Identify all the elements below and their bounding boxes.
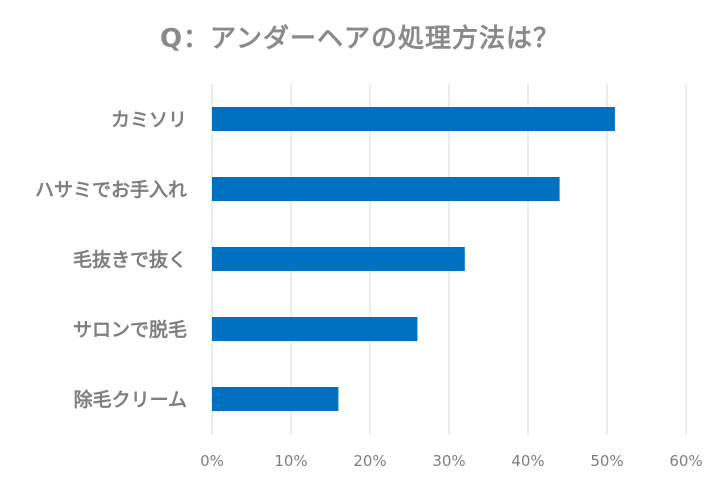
category-label: 毛抜きで抜く — [73, 248, 187, 271]
x-tick-label: 0% — [200, 452, 224, 470]
chart-title: Q：アンダーヘアの処理方法は？ — [159, 24, 561, 54]
category-label: カミソリ — [111, 109, 187, 131]
x-tick-label: 40% — [511, 452, 544, 470]
x-tick-label: 30% — [432, 452, 465, 470]
category-label: サロンで脱毛 — [73, 318, 187, 341]
bar — [212, 317, 418, 341]
x-tick-label: 60% — [669, 452, 702, 470]
bar — [212, 387, 339, 411]
category-label: 除毛クリーム — [74, 388, 187, 411]
x-tick-label: 20% — [353, 452, 386, 470]
bar — [212, 107, 615, 131]
x-tick-label: 10% — [274, 452, 307, 470]
bar — [212, 177, 560, 201]
x-tick-label: 50% — [590, 452, 623, 470]
bar — [212, 247, 465, 271]
category-label: ハサミでお手入れ — [35, 178, 187, 201]
